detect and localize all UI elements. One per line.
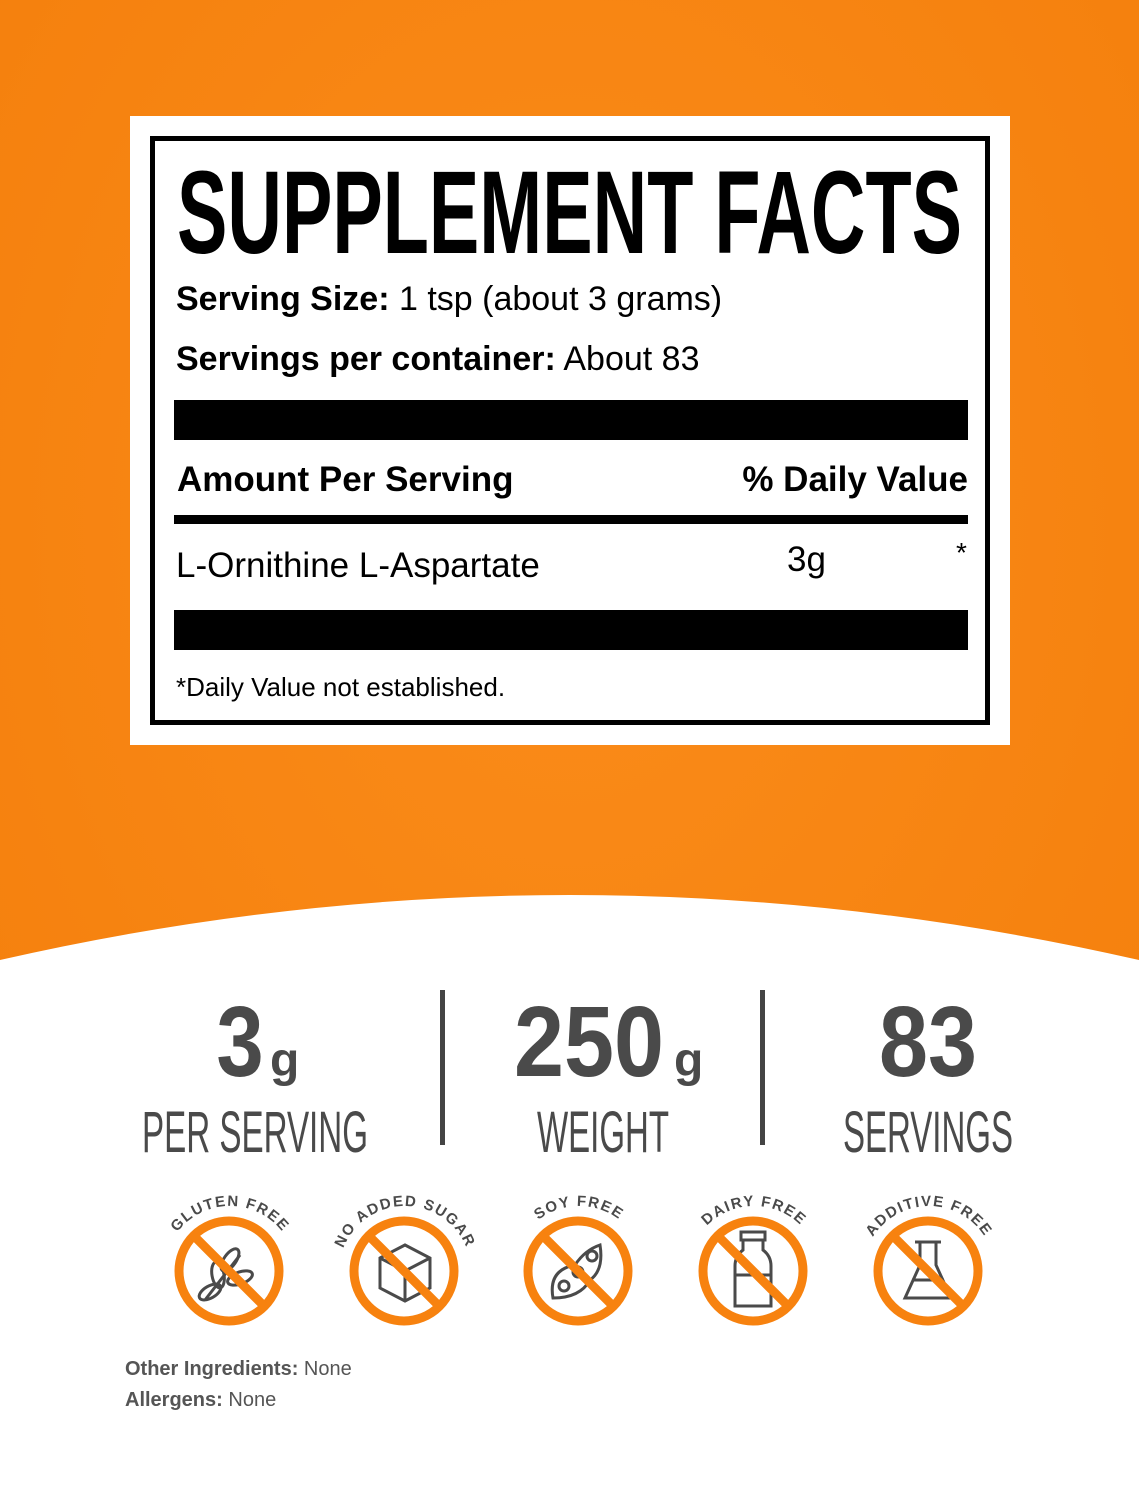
servings-value: About 83 [563, 340, 700, 378]
allergens-label: Allergens: [125, 1389, 223, 1411]
amount-header: Amount Per Serving [177, 460, 514, 499]
thick-divider-bottom [174, 610, 968, 650]
stat-unit: g [674, 1034, 703, 1087]
stat-value: 3 [216, 985, 263, 1097]
other-ingredients: Other Ingredients: None [125, 1358, 352, 1381]
ingredient-name: L-Ornithine L-Aspartate [176, 546, 540, 585]
prohibited-icon [873, 1216, 983, 1326]
allergens: Allergens: None [125, 1389, 276, 1412]
stat-value: 83 [879, 986, 977, 1098]
stat-value: 250 [514, 986, 664, 1098]
servings-row: Servings per container: About 83 [176, 340, 699, 379]
prohibited-icon [349, 1216, 459, 1326]
free-from-badges: GLUTEN FREE NO ADDED SUGAR SOY FREE DAIR… [167, 1193, 995, 1326]
ingredient-dv: * [956, 537, 967, 568]
stat-servings: 83 SERVINGS [843, 986, 1013, 1165]
serving-size-row: Serving Size: 1 tsp (about 3 grams) [176, 280, 722, 319]
prohibited-icon [698, 1216, 808, 1326]
servings-label: Servings per container: [176, 340, 556, 378]
serving-size-value: 1 tsp (about 3 grams) [398, 280, 723, 318]
badge-label-additive-free: ADDITIVE FREE [862, 1193, 995, 1240]
stat-per-serving: 3 g PER SERVING [142, 985, 368, 1165]
stat-label: SERVINGS [843, 1100, 1013, 1165]
supplement-facts-panel: SUPPLEMENT FACTS Serving Size: 1 tsp (ab… [130, 116, 1010, 745]
footnote: *Daily Value not established. [176, 672, 506, 702]
facts-title: SUPPLEMENT FACTS [177, 161, 962, 261]
wheat-icon [197, 1247, 254, 1302]
other-ingredients-value: None [303, 1358, 352, 1380]
stat-divider [760, 990, 765, 1145]
prohibited-icon [174, 1216, 284, 1326]
badge-label-gluten-free: GLUTEN FREE [167, 1193, 292, 1235]
other-ingredients-label: Other Ingredients: [125, 1358, 299, 1380]
prohibited-icon [523, 1216, 633, 1326]
serving-size-label: Serving Size: [176, 280, 390, 318]
ingredient-amount: 3g [787, 540, 826, 579]
thick-divider [174, 400, 968, 440]
allergens-value: None [228, 1389, 277, 1411]
stat-divider [440, 990, 445, 1145]
stats: 3 g PER SERVING 250 g WEIGHT 83 SERVINGS [142, 985, 1013, 1165]
stat-weight: 250 g WEIGHT [514, 986, 703, 1165]
stat-label: WEIGHT [537, 1100, 669, 1165]
stat-unit: g [270, 1034, 299, 1087]
header-divider [174, 515, 968, 524]
dv-header: % Daily Value [742, 460, 968, 499]
facts-title-wrap: SUPPLEMENT FACTS [177, 161, 962, 261]
stat-label: PER SERVING [142, 1100, 368, 1165]
soybean-icon [550, 1243, 603, 1300]
